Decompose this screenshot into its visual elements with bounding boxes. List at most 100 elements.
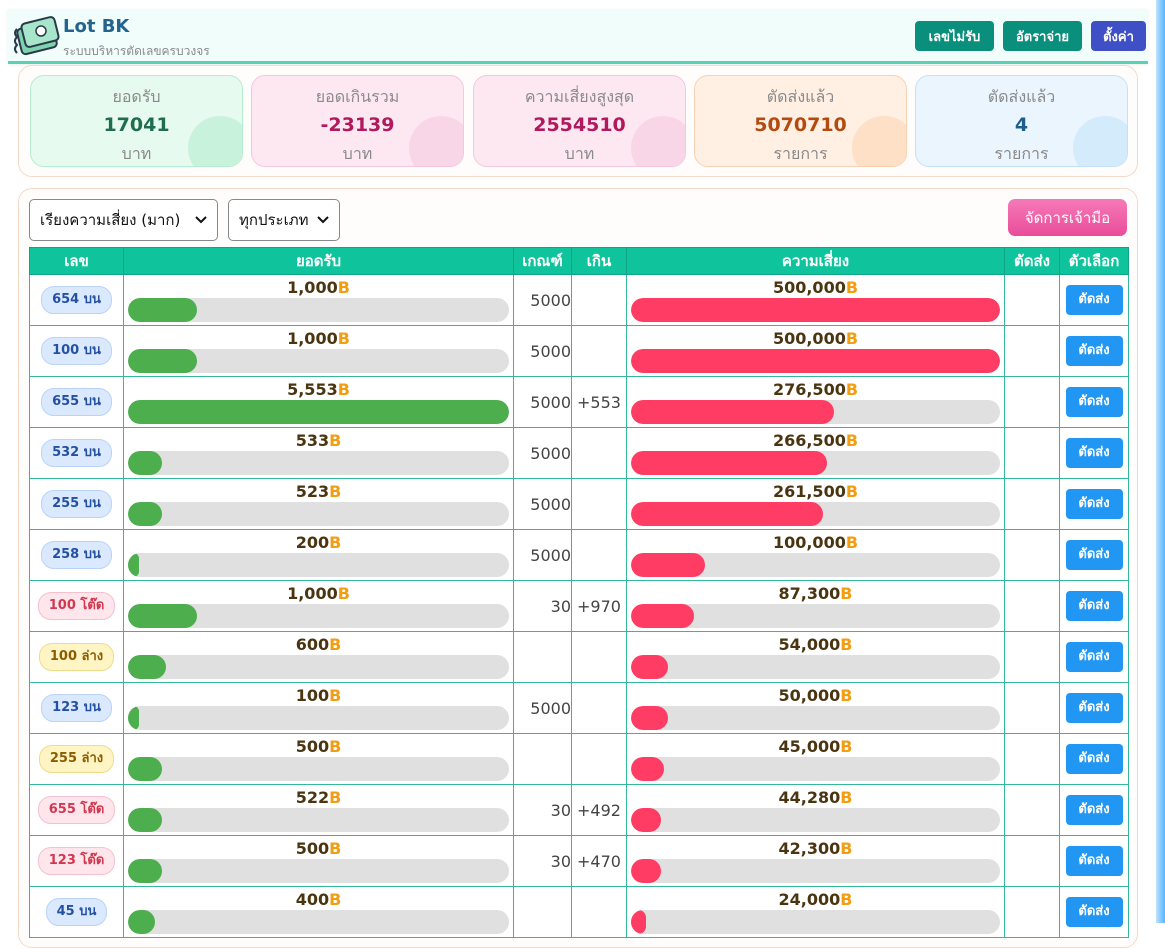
amount-bar-fill [128,706,140,730]
risk-cell: 44,280B [626,784,1005,836]
amount-cell: 500B [123,733,514,785]
currency-symbol: B [337,278,350,297]
cut-send-button[interactable]: ตัดส่ง [1065,846,1123,876]
chevron-down-icon [317,216,329,224]
amount-cell: 1,000B [123,325,514,377]
number-badge: 255 บน [41,490,112,518]
risk-bar-fill [631,553,705,577]
amount-label: 1,000B [124,584,513,603]
sort-select[interactable]: เรียงความเสี่ยง (มาก) [29,199,218,241]
cut-send-button[interactable]: ตัดส่ง [1065,336,1123,366]
cut-status-cell [1004,631,1060,683]
cut-status-cell [1004,325,1060,377]
amount-cell: 400B [123,886,514,938]
number-cell: 100 โต๊ด [29,580,124,632]
cut-send-button[interactable]: ตัดส่ง [1065,285,1123,315]
type-filter-value: ทุกประเภท [239,211,309,229]
risk-bar [631,808,1000,832]
currency-symbol: B [329,737,342,756]
number-badge: 258 บน [41,541,112,569]
amount-label: 400B [124,890,513,909]
currency-symbol: B [840,737,853,756]
cut-send-button[interactable]: ตัดส่ง [1065,489,1123,519]
app-title: Lot BK [63,16,130,37]
amount-cell: 100B [123,682,514,734]
table-row: 123 บน 100B 5000 50,000B ตัดส่ง [29,682,1129,734]
stat-value: 17041 [103,114,170,136]
excluded-numbers-button[interactable]: เลขไม่รับ [915,21,994,51]
risk-bar-fill [631,451,827,475]
amount-value: 5,553 [287,380,338,399]
amount-label: 100B [124,686,513,705]
manage-dealers-button[interactable]: จัดการเจ้ามือ [1008,199,1127,236]
options-cell: ตัดส่ง [1059,682,1129,734]
risk-value: 54,000 [778,635,841,654]
limit-cell: 30 [513,580,572,632]
col-header-amount[interactable]: ยอดรับ [123,247,514,275]
cut-send-button[interactable]: ตัดส่ง [1065,438,1123,468]
currency-symbol: B [840,686,853,705]
table-row: 654 บน 1,000B 5000 500,000B ตัดส่ง [29,274,1129,326]
amount-value: 400 [295,890,330,909]
cut-send-button[interactable]: ตัดส่ง [1065,744,1123,774]
book-logo-icon [11,15,61,57]
limit-cell: 5000 [513,529,572,581]
cut-status-cell [1004,376,1060,428]
currency-symbol: B [329,788,342,807]
options-cell: ตัดส่ง [1059,784,1129,836]
col-header-risk[interactable]: ความเสี่ยง [626,247,1005,275]
col-header-options[interactable]: ตัวเลือก [1059,247,1129,275]
amount-label: 1,000B [124,329,513,348]
cut-send-button[interactable]: ตัดส่ง [1065,795,1123,825]
amount-value: 200 [295,533,330,552]
amount-bar [128,400,509,424]
risk-bar [631,502,1000,526]
limit-cell: 5000 [513,325,572,377]
risk-value: 500,000 [772,329,846,348]
risk-value: 100,000 [772,533,846,552]
cut-send-button[interactable]: ตัดส่ง [1065,642,1123,672]
payout-rates-button[interactable]: อัตราจ่าย [1003,21,1082,51]
cut-status-cell [1004,886,1060,938]
cut-send-button[interactable]: ตัดส่ง [1065,693,1123,723]
type-filter-select[interactable]: ทุกประเภท [228,199,340,241]
col-header-number[interactable]: เลข [29,247,124,275]
risk-cell: 100,000B [626,529,1005,581]
risk-bar-fill [631,298,1000,322]
risk-cell: 54,000B [626,631,1005,683]
amount-bar-fill [128,757,163,781]
settings-button[interactable]: ตั้งค่า [1091,21,1146,51]
cut-send-button[interactable]: ตัดส่ง [1065,387,1123,417]
currency-symbol: B [840,788,853,807]
risk-bar [631,910,1000,934]
amount-bar [128,808,509,832]
number-cell: 255 บน [29,478,124,530]
over-cell: +970 [571,580,627,632]
risk-table: เลข ยอดรับ เกณฑ์ เกิน ความเสี่ยง ตัดส่ง … [29,247,1129,938]
table-row: 532 บน 533B 5000 266,500B ตัดส่ง [29,427,1129,479]
currency-symbol: B [845,329,859,348]
risk-cell: 50,000B [626,682,1005,734]
currency-symbol: B [845,431,859,450]
risk-label: 276,500B [627,380,1004,399]
table-row: 255 บน 523B 5000 261,500B ตัดส่ง [29,478,1129,530]
amount-label: 523B [124,482,513,501]
col-header-limit[interactable]: เกณฑ์ [513,247,572,275]
risk-cell: 500,000B [626,325,1005,377]
cut-send-button[interactable]: ตัดส่ง [1065,540,1123,570]
stat-unit: รายการ [994,144,1049,163]
over-cell: +470 [571,835,627,887]
amount-bar [128,502,509,526]
cut-send-button[interactable]: ตัดส่ง [1065,591,1123,621]
risk-label: 54,000B [627,635,1004,654]
risk-bar [631,655,1000,679]
col-header-cut[interactable]: ตัดส่ง [1004,247,1060,275]
number-cell: 258 บน [29,529,124,581]
col-header-over[interactable]: เกิน [571,247,627,275]
table-row: 100 โต๊ด 1,000B 30 +970 87,300B ตัดส่ง [29,580,1129,632]
risk-cell: 42,300B [626,835,1005,887]
stat-unit: บาท [564,144,595,163]
cut-send-button[interactable]: ตัดส่ง [1065,897,1123,927]
stat-label: ตัดส่งแล้ว [766,87,835,106]
risk-cell: 261,500B [626,478,1005,530]
